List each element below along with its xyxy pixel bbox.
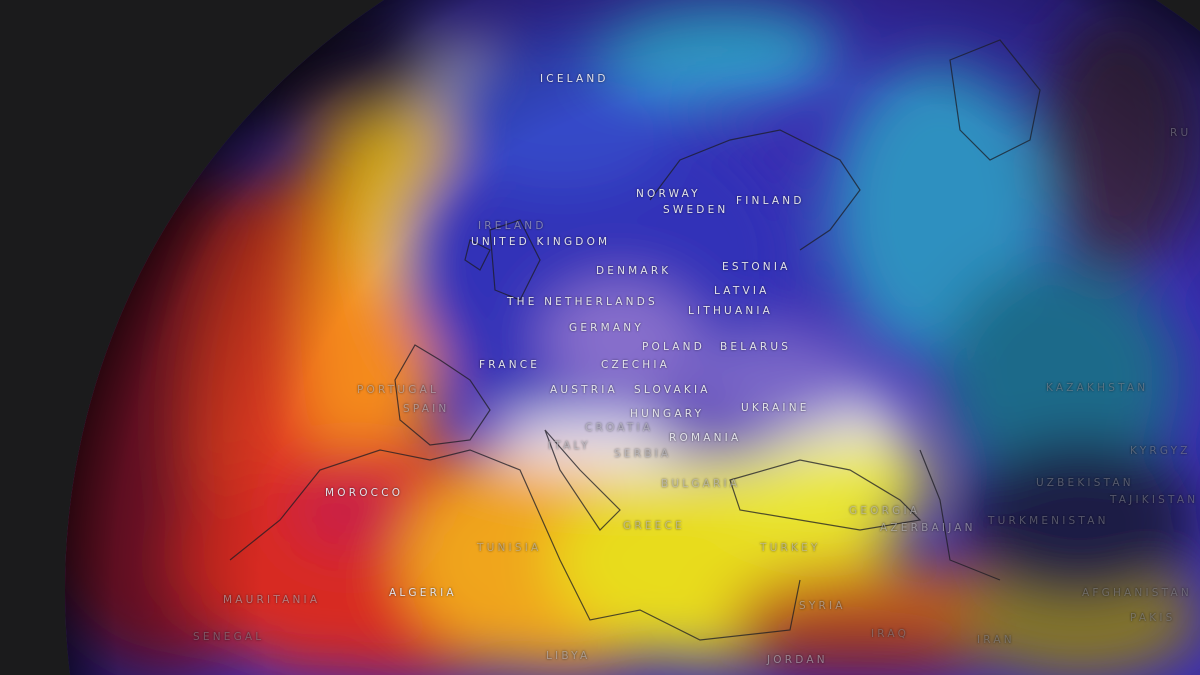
- label-ukraine: UKRAINE: [741, 402, 810, 414]
- label-jordan: JORDAN: [767, 654, 828, 666]
- label-italy: ITALY: [548, 440, 591, 452]
- label-portugal: PORTUGAL: [357, 384, 439, 396]
- label-senegal: SENEGAL: [193, 631, 265, 643]
- label-austria: AUSTRIA: [550, 384, 618, 396]
- label-pakistan: PAKIS: [1130, 612, 1176, 624]
- label-slovakia: SLOVAKIA: [634, 384, 711, 396]
- label-norway: NORWAY: [636, 188, 701, 200]
- label-tunisia: TUNISIA: [477, 542, 542, 554]
- label-uzbekistan: UZBEKISTAN: [1036, 477, 1134, 489]
- label-poland: POLAND: [642, 341, 706, 353]
- label-united-kingdom: UNITED KINGDOM: [471, 236, 611, 248]
- label-turkey: TURKEY: [760, 542, 821, 554]
- label-belarus: BELARUS: [720, 341, 792, 353]
- label-tajikistan: TAJIKISTAN: [1110, 494, 1199, 506]
- label-kyrgyz: KYRGYZ: [1130, 445, 1191, 457]
- label-russia: RU: [1170, 127, 1192, 139]
- label-morocco: MOROCCO: [325, 487, 404, 499]
- label-spain: SPAIN: [403, 403, 450, 415]
- label-germany: GERMANY: [569, 322, 644, 334]
- label-denmark: DENMARK: [596, 265, 672, 277]
- label-lithuania: LITHUANIA: [688, 305, 774, 317]
- label-czechia: CZECHIA: [601, 359, 671, 371]
- label-iran: IRAN: [977, 634, 1015, 646]
- label-afghanistan: AFGHANISTAN: [1082, 587, 1192, 599]
- label-azerbaijan: AZERBAIJAN: [880, 522, 976, 534]
- label-turkmenistan: TURKMENISTAN: [988, 515, 1109, 527]
- label-bulgaria: BULGARIA: [661, 478, 741, 490]
- label-syria: SYRIA: [799, 600, 846, 612]
- label-algeria: ALGERIA: [389, 587, 457, 599]
- label-netherlands: THE NETHERLANDS: [507, 296, 658, 308]
- label-finland: FINLAND: [736, 195, 805, 207]
- coastlines: [229, 39, 1041, 641]
- label-ireland: IRELAND: [478, 220, 547, 232]
- label-iceland: ICELAND: [540, 73, 609, 85]
- label-latvia: LATVIA: [714, 285, 770, 297]
- label-libya: LIBYA: [546, 650, 591, 662]
- label-croatia: CROATIA: [585, 422, 654, 434]
- label-greece: GREECE: [623, 520, 685, 532]
- label-estonia: ESTONIA: [722, 261, 791, 273]
- label-mauritania: MAURITANIA: [223, 594, 321, 606]
- label-iraq: IRAQ: [871, 628, 910, 640]
- label-georgia: GEORGIA: [849, 505, 921, 517]
- label-romania: ROMANIA: [669, 432, 742, 444]
- label-kazakhstan: KAZAKHSTAN: [1046, 382, 1149, 394]
- label-hungary: HUNGARY: [630, 408, 705, 420]
- label-sweden: SWEDEN: [663, 204, 729, 216]
- label-france: FRANCE: [479, 359, 541, 371]
- label-serbia: SERBIA: [614, 448, 672, 460]
